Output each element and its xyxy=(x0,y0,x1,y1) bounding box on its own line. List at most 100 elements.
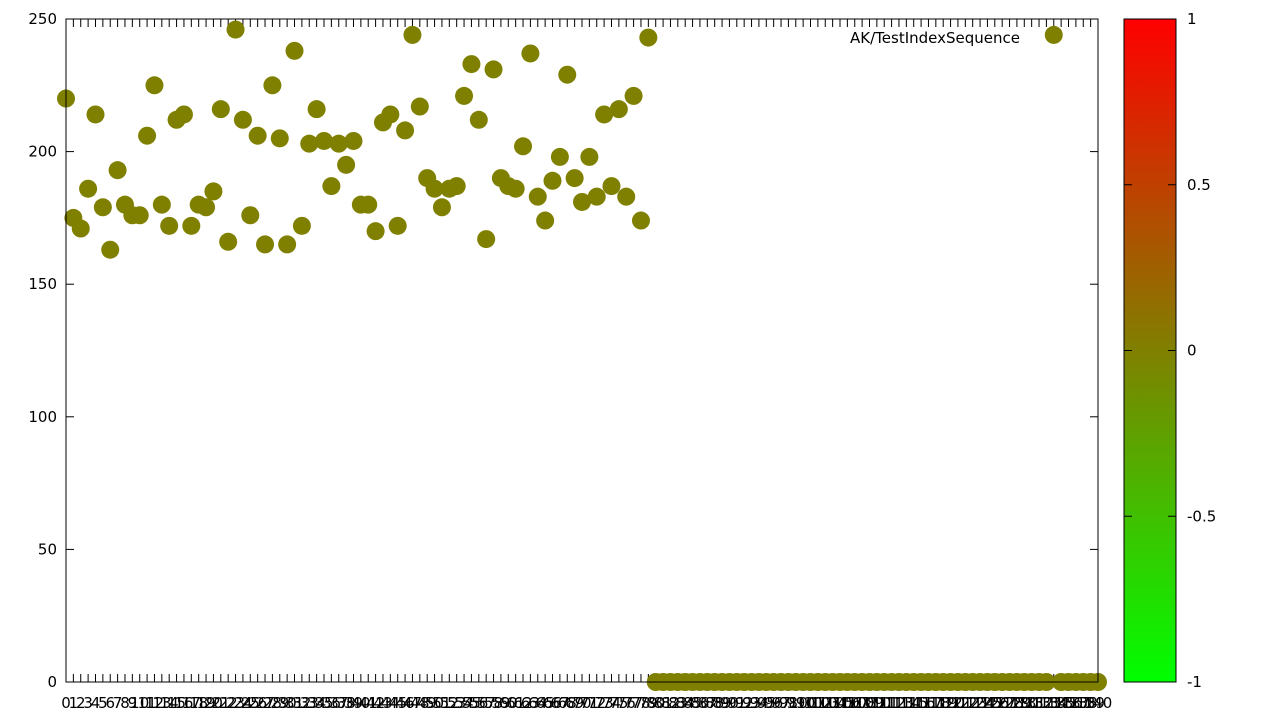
x-tick-label: 12 xyxy=(145,694,164,712)
x-tick-label: 111 xyxy=(870,694,899,712)
x-tick-label: 33 xyxy=(300,694,319,712)
plot-frame xyxy=(65,18,1099,683)
x-tick-label: 17 xyxy=(182,694,201,712)
data-point xyxy=(550,147,569,166)
data-point xyxy=(329,134,348,153)
data-point xyxy=(226,20,245,39)
x-tick-label: 128 xyxy=(995,694,1024,712)
x-tick-label: 105 xyxy=(826,694,855,712)
x-tick-label: 82 xyxy=(661,694,680,712)
y-tick-label: 150 xyxy=(28,275,57,293)
data-point xyxy=(580,147,599,166)
x-tick-label: 93 xyxy=(742,694,761,712)
x-tick-label: 57 xyxy=(477,694,496,712)
data-point xyxy=(447,177,466,196)
x-tick-label: 42 xyxy=(366,694,385,712)
data-point xyxy=(573,192,591,211)
x-tick-label: 98 xyxy=(779,694,798,712)
x-tick-label: 110 xyxy=(863,694,892,712)
x-tick-label: 67 xyxy=(550,694,569,712)
legend-label: AK/TestIndexSequence xyxy=(850,29,1020,47)
x-tick-label: 16 xyxy=(174,694,193,712)
data-point xyxy=(322,177,341,196)
x-tick-label: 21 xyxy=(211,694,230,712)
colorbar-tick-label: 0.5 xyxy=(1187,176,1211,194)
x-tick-label: 26 xyxy=(248,694,267,712)
data-point xyxy=(624,86,643,105)
data-point xyxy=(138,126,157,145)
x-tick-label: 76 xyxy=(617,694,636,712)
data-point xyxy=(410,97,429,116)
x-tick-label: 41 xyxy=(359,694,378,712)
colorbar-tick-label: 1 xyxy=(1187,10,1197,28)
x-tick-label: 51 xyxy=(432,694,451,712)
x-tick-label: 136 xyxy=(1054,694,1083,712)
colorbar-tick-label: -1 xyxy=(1187,673,1202,691)
x-tick-label: 88 xyxy=(705,694,724,712)
x-tick-label: 30 xyxy=(278,694,297,712)
data-point xyxy=(631,211,650,230)
x-tick-label: 121 xyxy=(944,694,973,712)
x-tick-label: 56 xyxy=(469,694,488,712)
data-point xyxy=(558,65,577,84)
x-tick-label: 81 xyxy=(654,694,673,712)
x-tick-label: 54 xyxy=(455,694,474,712)
x-tick-label: 77 xyxy=(624,694,643,712)
data-point xyxy=(174,105,193,124)
data-point xyxy=(455,86,474,105)
data-point xyxy=(565,169,584,188)
x-tick-label: 87 xyxy=(698,694,717,712)
x-tick-label: 0 xyxy=(61,694,71,712)
x-tick-label: 124 xyxy=(966,694,995,712)
x-tick-label: 135 xyxy=(1047,694,1076,712)
data-point xyxy=(285,41,304,60)
data-point xyxy=(152,195,171,214)
data-point xyxy=(182,216,201,235)
x-tick-label: 75 xyxy=(609,694,628,712)
data-point xyxy=(86,105,105,124)
x-tick-label: 103 xyxy=(811,694,840,712)
x-tick-label: 120 xyxy=(936,694,965,712)
data-point xyxy=(521,44,540,63)
data-point xyxy=(278,235,297,254)
x-tick-label: 4 xyxy=(91,694,101,712)
x-tick-label: 131 xyxy=(1017,694,1046,712)
x-tick-label: 65 xyxy=(536,694,555,712)
x-tick-label: 117 xyxy=(914,694,943,712)
data-point xyxy=(587,187,606,206)
x-tick-label: 94 xyxy=(749,694,768,712)
x-tick-label: 104 xyxy=(818,694,847,712)
x-tick-label: 35 xyxy=(314,694,333,712)
data-point xyxy=(219,232,238,251)
x-tick-label: 47 xyxy=(403,694,422,712)
x-tick-label: 101 xyxy=(796,694,825,712)
x-tick-label: 39 xyxy=(344,694,363,712)
x-tick-label: 78 xyxy=(631,694,650,712)
x-tick-label: 29 xyxy=(270,694,289,712)
x-tick-label: 83 xyxy=(668,694,687,712)
x-tick-label: 59 xyxy=(491,694,510,712)
y-tick-label: 50 xyxy=(38,540,57,558)
data-point xyxy=(256,235,275,254)
x-tick-label: 18 xyxy=(189,694,208,712)
data-point xyxy=(506,179,525,198)
x-tick-label: 15 xyxy=(167,694,186,712)
x-tick-label: 36 xyxy=(322,694,341,712)
data-point xyxy=(425,179,444,198)
x-tick-label: 2 xyxy=(76,694,86,712)
data-point xyxy=(514,137,533,156)
data-point xyxy=(344,131,363,150)
x-tick-label: 63 xyxy=(521,694,540,712)
data-point xyxy=(130,206,149,225)
x-tick-label: 6 xyxy=(105,694,115,712)
colorbar-tick-label: 0 xyxy=(1187,342,1197,360)
x-tick-label: 60 xyxy=(499,694,518,712)
data-point xyxy=(241,206,260,225)
x-tick-label: 126 xyxy=(980,694,1009,712)
data-point xyxy=(204,182,223,201)
x-tick-label: 44 xyxy=(381,694,400,712)
x-tick-label: 53 xyxy=(447,694,466,712)
x-tick-label: 90 xyxy=(720,694,739,712)
x-tick-label: 25 xyxy=(241,694,260,712)
